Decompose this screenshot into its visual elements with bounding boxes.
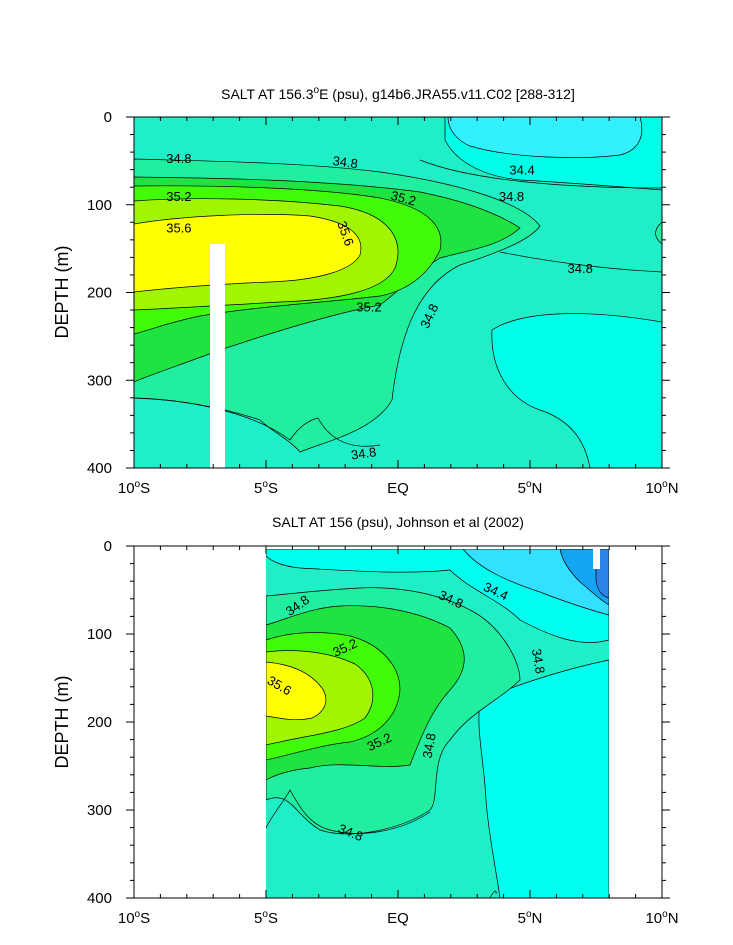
contour-deep-bump xyxy=(489,890,497,898)
salinity-field xyxy=(134,117,662,468)
y-axis-label: DEPTH (m) xyxy=(52,676,72,769)
y-axis-label: DEPTH (m) xyxy=(52,246,72,339)
x-tick-label: 5oS xyxy=(254,909,278,927)
contour-label: 34.8 xyxy=(166,151,191,166)
contour-label: 35.2 xyxy=(166,189,191,204)
contour-label-text: 34.8 xyxy=(350,444,377,462)
contour-label-text: 34.8 xyxy=(568,261,593,276)
axis-ticks: 0 100 200 300 400 10oS 5oS EQ 5oN 10oN xyxy=(87,538,679,927)
contour-label-text: 34.4 xyxy=(509,163,534,178)
contour-label-text: 35.6 xyxy=(166,220,191,235)
panel-observed: SALT AT 156 (psu), Johnson et al (2002) xyxy=(52,514,679,927)
contour-label-text: 35.2 xyxy=(166,189,191,204)
x-tick-label: 5oN xyxy=(518,909,543,927)
contour-label: 35.2 xyxy=(389,188,417,209)
contour-label-text: 35.2 xyxy=(356,299,381,314)
x-tick-label: 10oN xyxy=(645,479,678,497)
y-tick-label: 300 xyxy=(87,372,112,389)
x-tick-label: 10oS xyxy=(118,479,150,497)
x-tick-label: 10oN xyxy=(645,909,678,927)
contour-label-text: 34.8 xyxy=(166,151,191,166)
contour-label-text: 35.2 xyxy=(389,188,417,209)
contour-label: 34.8 xyxy=(420,732,439,760)
missing-east xyxy=(609,546,662,898)
contour-34.8-deep xyxy=(134,397,381,447)
panel-title: SALT AT 156 (psu), Johnson et al (2002) xyxy=(272,514,524,530)
x-tick-label: 5oN xyxy=(518,479,543,497)
contour-label-text: 34.8 xyxy=(420,732,439,760)
contour-34.8-upper xyxy=(419,159,662,189)
missing-notch xyxy=(593,549,600,569)
contour-label: 34.8 xyxy=(332,153,359,171)
contour-label: 35.6 xyxy=(166,220,191,235)
band-lt34.4 xyxy=(447,117,643,158)
y-tick-label: 200 xyxy=(87,285,112,302)
y-tick-label: 100 xyxy=(87,197,112,214)
band-gt35.6 xyxy=(265,661,327,721)
missing-west xyxy=(134,546,266,898)
contour-label: 34.8 xyxy=(499,189,524,204)
missing-column xyxy=(210,244,225,468)
contour-label: 35.2 xyxy=(356,299,381,314)
y-tick-label: 200 xyxy=(87,714,112,731)
x-tick-label: EQ xyxy=(387,480,409,497)
panel-model: SALT AT 156.3oE (psu), g14b6.JRA55.v11.C… xyxy=(52,85,679,497)
contour-34.8-deep xyxy=(265,789,431,834)
y-tick-label: 0 xyxy=(104,538,112,555)
x-tick-label: 10oS xyxy=(118,909,150,927)
contour-label-text: 34.8 xyxy=(332,153,359,171)
contour-label: 34.8 xyxy=(568,261,593,276)
contour-label-text: 34.8 xyxy=(499,189,524,204)
contour-label: 34.8 xyxy=(529,647,548,675)
y-tick-label: 100 xyxy=(87,626,112,643)
y-tick-label: 0 xyxy=(104,109,112,126)
x-tick-label: 5oS xyxy=(254,479,278,497)
contour-label: 34.4 xyxy=(509,163,534,178)
panel-title: SALT AT 156.3oE (psu), g14b6.JRA55.v11.C… xyxy=(221,85,575,102)
salinity-field xyxy=(134,546,662,898)
y-tick-label: 300 xyxy=(87,802,112,819)
x-tick-label: EQ xyxy=(387,910,409,927)
contour-label: 34.8 xyxy=(350,444,377,462)
axis-ticks: 0 100 200 300 400 10oS 5oS EQ 5oN 10oN xyxy=(87,109,679,497)
contour-34.8-lower xyxy=(499,251,662,273)
y-tick-label: 400 xyxy=(87,460,112,477)
missing-top xyxy=(266,546,609,549)
y-tick-label: 400 xyxy=(87,890,112,907)
band-34.4-34.6-deep xyxy=(478,659,610,898)
band-34.4-34.6-deep xyxy=(491,313,662,468)
contour-label-text: 34.8 xyxy=(529,647,548,675)
